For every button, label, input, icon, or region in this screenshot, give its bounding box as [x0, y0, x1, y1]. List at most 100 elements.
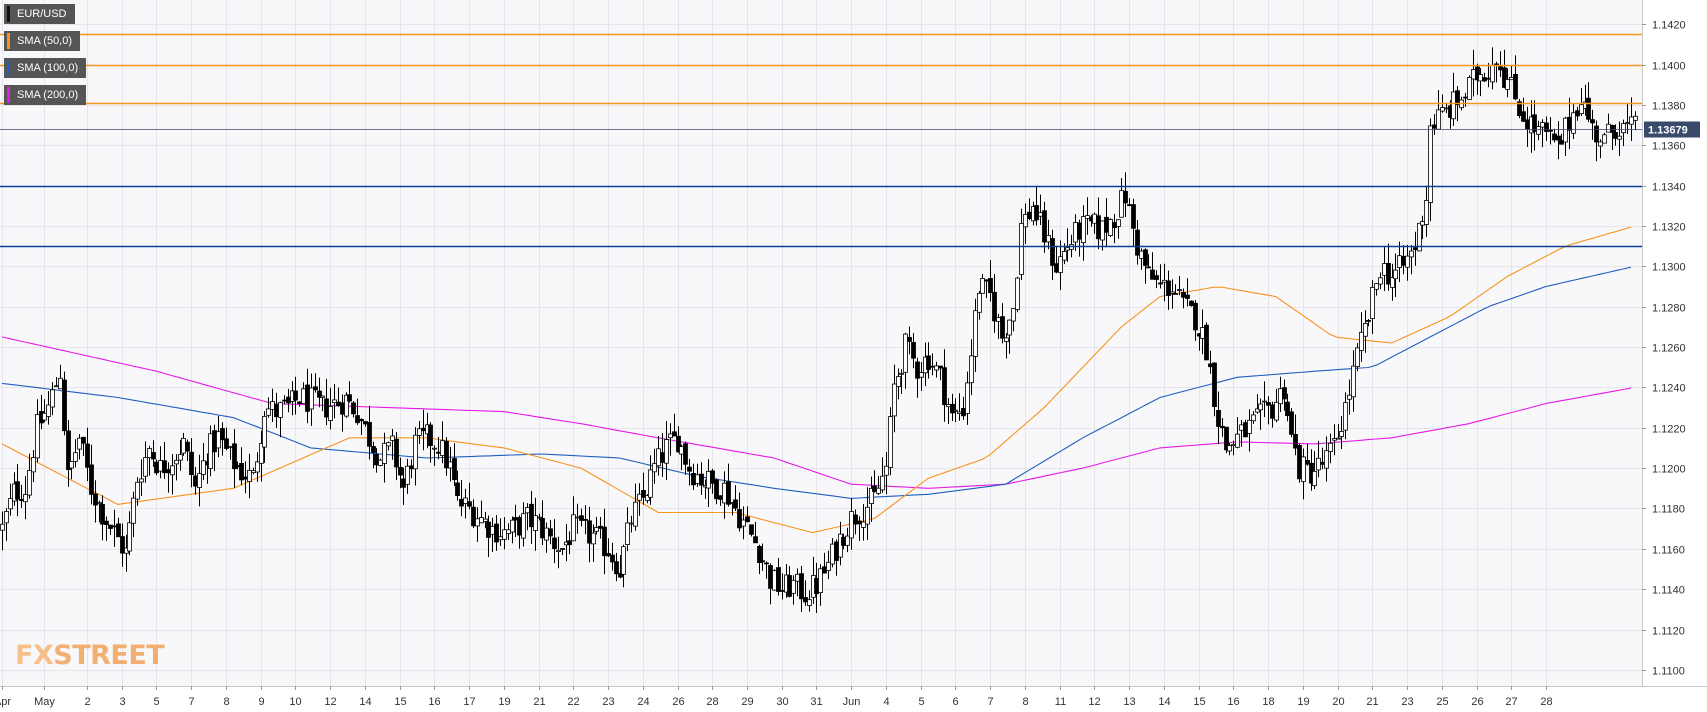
candle-down [660, 452, 665, 463]
candle-up [97, 501, 102, 504]
x-tick-label: 20 [1332, 696, 1344, 708]
candle-down [548, 528, 553, 537]
candle-down [757, 546, 762, 564]
candle-down [428, 424, 433, 447]
candle-up [54, 385, 59, 388]
candle-up [1081, 216, 1086, 244]
legend-label: EUR/USD [17, 8, 67, 20]
candle-up [31, 457, 36, 473]
legend-item-eurusd[interactable]: EUR/USD [4, 4, 75, 24]
candle-down [1586, 97, 1591, 120]
candle-up [1409, 250, 1414, 258]
candle-up [8, 498, 13, 510]
candle-down [1502, 67, 1507, 88]
candle-up [679, 446, 684, 455]
candle-down [274, 404, 279, 418]
candle-up [73, 452, 78, 462]
candle-up [147, 448, 152, 459]
candle-up [1023, 214, 1028, 228]
candle-down [1293, 433, 1298, 449]
candle-down [950, 403, 955, 414]
candle-down [1212, 362, 1217, 407]
candle-up [27, 469, 32, 496]
candle-up [884, 465, 889, 476]
candle-down [486, 521, 491, 538]
x-tick-label: 21 [533, 696, 545, 708]
x-tick-label: 29 [741, 696, 753, 708]
legend-item-sma200[interactable]: SMA (200,0) [4, 85, 87, 105]
candle-down [992, 291, 997, 322]
candle-down [822, 566, 827, 574]
candle-up [1073, 221, 1078, 243]
candle-down [112, 525, 117, 528]
candle-down [1575, 110, 1580, 117]
candle-up [69, 461, 74, 469]
x-tick-label: 11 [1055, 696, 1066, 708]
candle-up [1436, 109, 1441, 130]
candle-up [417, 428, 422, 436]
candle-up [1239, 424, 1244, 431]
candle-down [282, 399, 287, 402]
candle-up [506, 529, 511, 534]
legend-label: SMA (100,0) [17, 62, 79, 74]
logo-part-street: STREET [53, 640, 165, 671]
candle-up [1200, 327, 1205, 339]
candle-down [834, 541, 839, 561]
candle-up [953, 409, 958, 412]
candle-up [869, 487, 874, 504]
candle-down [455, 482, 460, 496]
candle-up [1536, 126, 1541, 135]
candle-down [1413, 247, 1418, 250]
candle-down [710, 470, 715, 484]
x-tick-label: 4 [883, 696, 889, 708]
candle-up [386, 442, 391, 447]
candle-down [401, 478, 406, 488]
legend-swatch-sma100 [7, 60, 10, 76]
candle-down [1154, 275, 1159, 280]
candle-up [344, 394, 349, 417]
candle-down [1123, 190, 1128, 204]
candle-down [1552, 133, 1557, 141]
candle-down [614, 561, 619, 575]
candle-down [1366, 319, 1371, 322]
candle-down [409, 465, 414, 470]
candle-up [1617, 135, 1622, 140]
candle-down [567, 540, 572, 545]
candle-up [1162, 279, 1167, 283]
candle-down [1532, 114, 1537, 132]
candle-up [637, 493, 642, 501]
candle-up [413, 434, 418, 470]
candle-up [42, 412, 47, 421]
candle-up [270, 401, 275, 410]
candle-down [583, 519, 588, 521]
legend-item-sma50[interactable]: SMA (50,0) [4, 31, 81, 51]
candle-down [718, 495, 723, 500]
candle-down [529, 503, 534, 528]
candle-up [309, 387, 314, 410]
legend-item-sma100[interactable]: SMA (100,0) [4, 58, 87, 78]
candle-up [197, 473, 202, 489]
candle-up [965, 382, 970, 414]
candle-up [1092, 213, 1097, 224]
candle-down [185, 441, 190, 452]
candle-up [1374, 283, 1379, 290]
candle-down [1297, 444, 1302, 480]
candle-down [753, 536, 758, 544]
candle-up [266, 408, 271, 416]
candle-down [1559, 140, 1564, 145]
candle-up [1336, 437, 1341, 440]
legend-swatch-eurusd [7, 6, 10, 22]
candle-up [594, 527, 599, 532]
x-tick-label: 28 [706, 696, 718, 708]
candle-down [1282, 387, 1287, 400]
candle-up [1633, 115, 1638, 121]
x-axis: AprMay2357891012141516171921222324262829… [0, 686, 1553, 708]
candle-down [162, 460, 167, 474]
candle-down [189, 451, 194, 476]
candle-up [1579, 104, 1584, 114]
candle-down [85, 443, 90, 468]
candle-down [1285, 401, 1290, 417]
candle-up [1629, 116, 1634, 125]
candle-up [1100, 220, 1105, 241]
